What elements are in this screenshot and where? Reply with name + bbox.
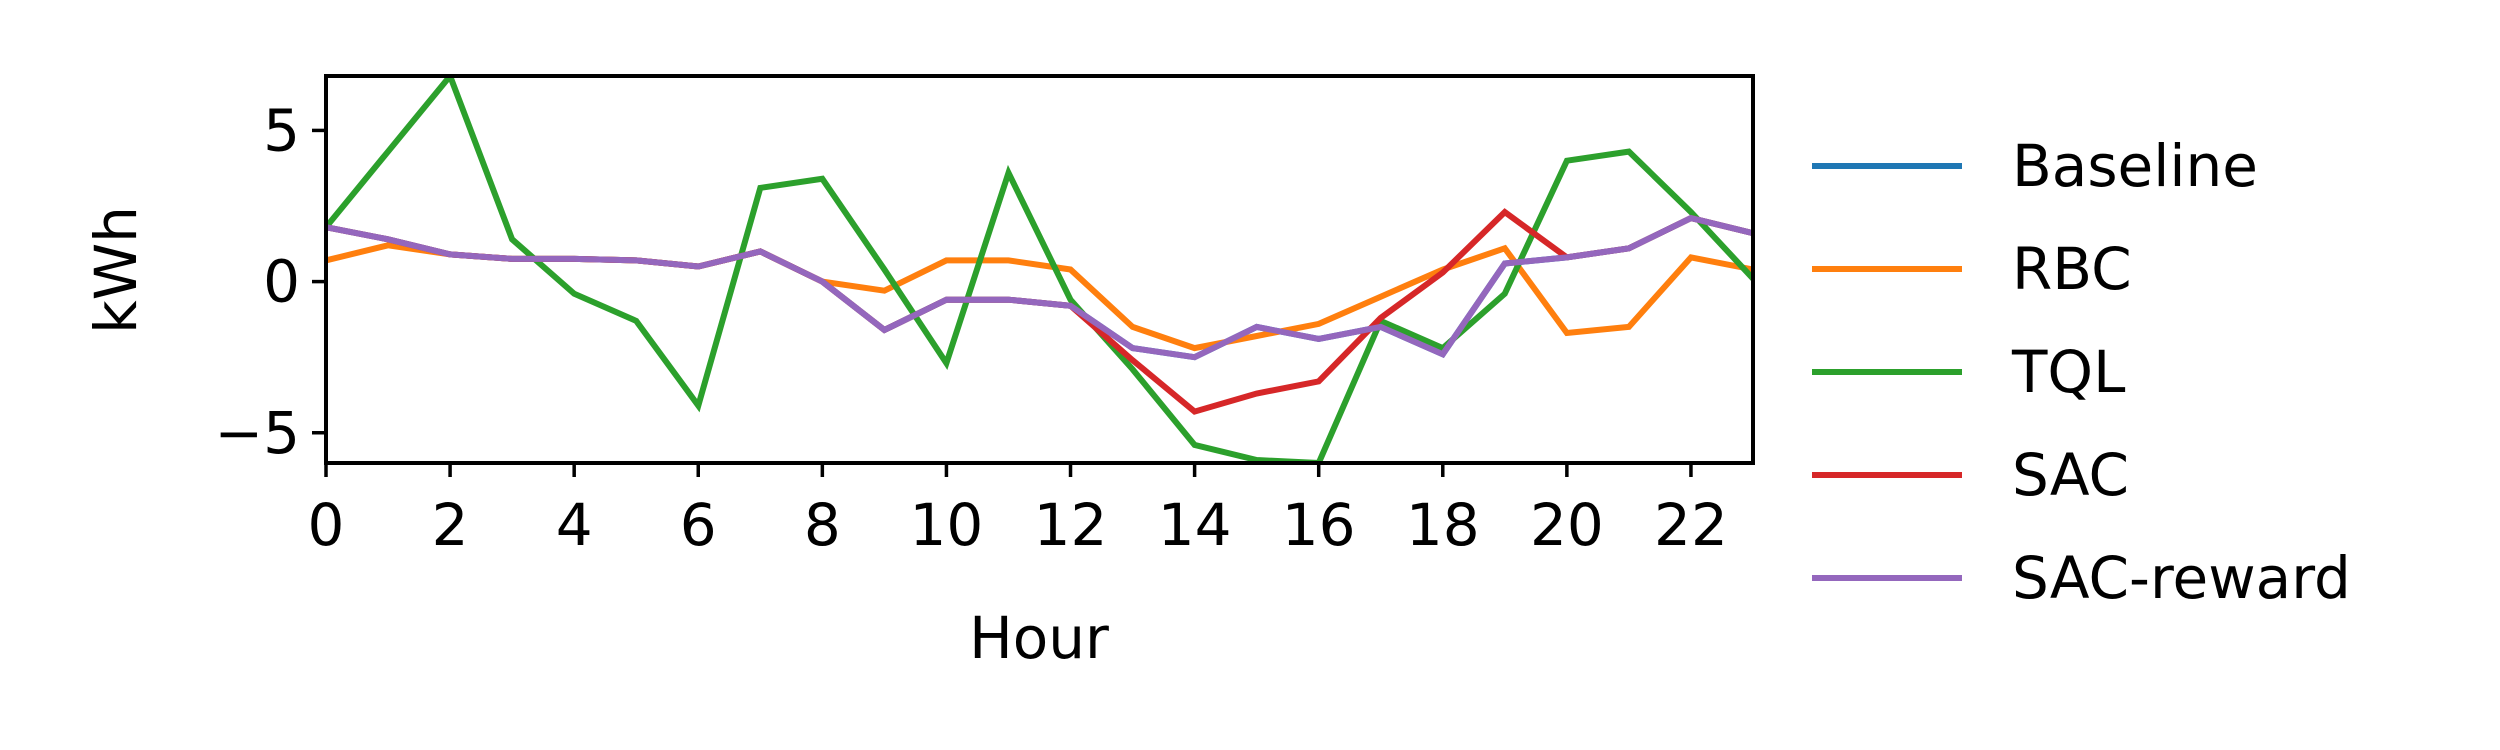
y-axis-label: kWh bbox=[82, 206, 150, 334]
series-line-sac-reward bbox=[326, 214, 1753, 361]
y-tick-label: 5 bbox=[263, 96, 300, 164]
x-tick-label: 2 bbox=[432, 491, 469, 559]
x-tick-label: 20 bbox=[1530, 491, 1604, 559]
legend-label: RBC bbox=[2012, 235, 2132, 303]
legend-label: TQL bbox=[2011, 338, 2125, 406]
legend: Baseline RBC TQL SAC SAC-reward bbox=[1812, 132, 2351, 612]
series-layer bbox=[326, 76, 1753, 463]
legend-label: SAC-reward bbox=[2012, 544, 2351, 612]
series-line-tql bbox=[326, 76, 1753, 463]
y-tick-label: −5 bbox=[215, 399, 301, 467]
plot-frame bbox=[324, 74, 1755, 465]
x-tick-label: 0 bbox=[308, 491, 345, 559]
x-tick-label: 22 bbox=[1654, 491, 1728, 559]
x-tick-label: 8 bbox=[804, 491, 841, 559]
x-tick-label: 12 bbox=[1034, 491, 1108, 559]
x-axis-label: Hour bbox=[969, 604, 1109, 672]
x-tick-label: 14 bbox=[1158, 491, 1232, 559]
legend-label: SAC bbox=[2012, 441, 2129, 509]
x-axis: 0 2 4 6 8 10 12 14 16 18 20 22 bbox=[308, 463, 1728, 559]
x-tick-label: 4 bbox=[556, 491, 593, 559]
legend-label: Baseline bbox=[2012, 132, 2258, 200]
x-tick-label: 18 bbox=[1406, 491, 1480, 559]
y-tick-label: 0 bbox=[263, 248, 300, 316]
x-tick-label: 10 bbox=[910, 491, 984, 559]
x-tick-label: 16 bbox=[1282, 491, 1356, 559]
y-axis: −5 0 5 bbox=[215, 96, 326, 467]
x-tick-label: 6 bbox=[680, 491, 717, 559]
